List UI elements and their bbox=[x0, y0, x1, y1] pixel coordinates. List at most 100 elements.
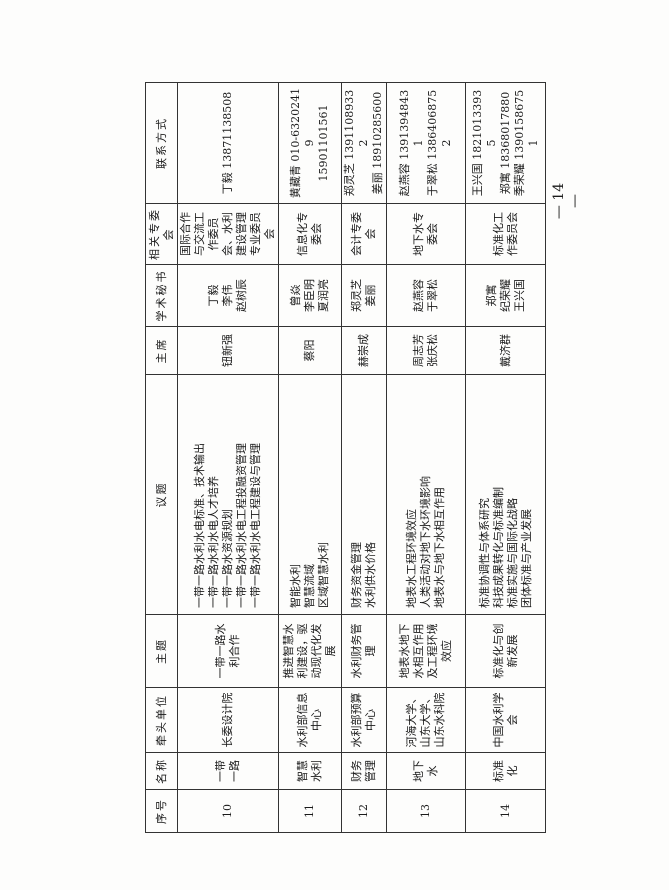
cell-secretary: 郑灵芝 姜丽 bbox=[341, 264, 387, 327]
cell-topics-line: 地表水工程环境效应 bbox=[405, 509, 418, 608]
cell-secretary-line: 曾焱 bbox=[289, 284, 302, 307]
cell-lead: 水利部信息中心 bbox=[278, 687, 342, 753]
header-contact: 联系方式 bbox=[145, 82, 178, 204]
cell-lead: 水利部预算中心 bbox=[341, 687, 387, 753]
cell-topics-line: 地表水与地下水相互作用 bbox=[433, 487, 446, 608]
cell-chair-line: 周志芳 bbox=[412, 334, 425, 367]
cell-lead: 中国水利学会 bbox=[465, 687, 546, 753]
cell-secretary-line: 丁毅 bbox=[207, 284, 220, 307]
cell-no: 11 bbox=[278, 789, 342, 833]
cell-topics: 地表水工程环境效应 人类活动对地下水环境影响 地表水与地下水相互作用 bbox=[386, 374, 466, 615]
cell-theme: 水利财务管理 bbox=[341, 614, 387, 688]
cell-no: 10 bbox=[177, 789, 279, 833]
cell-topics-line: 一带一路水利水电标准、技术输出 bbox=[193, 443, 206, 608]
cell-topics: 标准协调性与体系研究 科技成果转化与标准编制 标准实施与国际化战略 团体标准与产业发展 bbox=[465, 374, 546, 615]
cell-lead: 河海大学、山东大学、山东水科院 bbox=[386, 687, 466, 753]
cell-topics-line: 一带一路水利水电工程投融资管理 bbox=[235, 443, 248, 608]
cell-chair: 周志芳 张庆松 bbox=[386, 326, 466, 375]
rotated-table-wrapper: 序号 名称 牵头单位 主题 议题 主席 学术秘书 相关专委会 联系方式 10 一带… bbox=[145, 82, 546, 833]
cell-topics-line: 团体标准与产业发展 bbox=[519, 509, 533, 608]
header-chair: 主席 bbox=[145, 326, 178, 375]
header-name: 名称 bbox=[145, 752, 178, 790]
page-number: — 14 — bbox=[551, 182, 583, 220]
cell-secretary-line: 郑灵芝 bbox=[350, 279, 363, 312]
cell-secretary-line: 于翠松 bbox=[426, 279, 439, 312]
cell-topics-line: 一带一路水资源规划 bbox=[221, 509, 234, 608]
cell-secretary: 曾焱 李臣明 夏润亮 bbox=[278, 264, 342, 327]
cell-topics-line: 财务资金管理 bbox=[350, 542, 363, 608]
cell-topics: 财务资金管理 水利供水价格 bbox=[341, 374, 387, 615]
cell-contact-line: 季荣耀 13901586751 bbox=[512, 89, 540, 197]
cell-secretary: 丁毅 李伟 赵树辰 bbox=[177, 264, 279, 327]
cell-contact-line: 姜丽 18910285600 bbox=[371, 91, 384, 195]
cell-name: 地下水 bbox=[386, 752, 466, 790]
cell-secretary-line: 姜丽 bbox=[364, 284, 377, 307]
cell-committee: 信息化专委会 bbox=[278, 203, 342, 265]
header-secretary: 学术秘书 bbox=[145, 264, 178, 327]
cell-topics: 一带一路水利水电标准、技术输出 一带一路水利水电人才培养 一带一路水资源规划 一带一路… bbox=[177, 374, 279, 615]
table-row: 12 财务管理 水利部预算中心 水利财务管理 财务资金管理 水利供水价格 赫崇成 郑灵芝 姜丽会… bbox=[341, 82, 387, 833]
cell-chair: 钮新强 bbox=[177, 326, 279, 375]
cell-committee: 国际合作与交流工作委员会、水利建设管理专业委员会 bbox=[177, 203, 279, 265]
cell-topics-line: 标准协调性与体系研究 bbox=[477, 498, 491, 608]
cell-chair: 戴济群 bbox=[465, 326, 546, 375]
cell-contact-line: 郑寓 18368017880 bbox=[498, 91, 512, 195]
cell-contact: 赵燕容 13913948431 于翠松 13864068752 bbox=[386, 82, 466, 204]
cell-chair-line: 蔡阳 bbox=[303, 339, 316, 362]
cell-topics-line: 一带一路水利水电人才培养 bbox=[207, 476, 220, 608]
cell-contact-line: 15901101561 bbox=[317, 104, 330, 182]
cell-secretary-line: 郑寓 bbox=[484, 284, 498, 307]
table-row: 10 一带一路 长委设计院 一带一路水利合作 一带一路水利水电标准、技术输出 一带一路水利… bbox=[177, 82, 279, 833]
header-topics: 议题 bbox=[145, 374, 178, 615]
cell-secretary-line: 王兴国 bbox=[512, 279, 526, 312]
header-no: 序号 bbox=[145, 789, 178, 833]
cell-secretary-line: 赵树辰 bbox=[235, 279, 248, 312]
cell-secretary: 郑寓 纪荣耀 王兴国 bbox=[465, 264, 546, 327]
cell-contact-line: 于翠松 13864068752 bbox=[426, 89, 453, 197]
header-theme: 主题 bbox=[145, 614, 178, 688]
cell-topics-line: 水利供水价格 bbox=[364, 542, 377, 608]
cell-contact: 郑灵芝 13911089332 姜丽 18910285600 bbox=[341, 82, 387, 204]
cell-committee: 标准化工作委员会 bbox=[465, 203, 546, 265]
forum-table: 序号 名称 牵头单位 主题 议题 主席 学术秘书 相关专委会 联系方式 10 一带… bbox=[145, 82, 546, 833]
cell-name: 智慧水利 bbox=[278, 752, 342, 790]
cell-committee: 会计专委会 bbox=[341, 203, 387, 265]
cell-secretary-line: 纪荣耀 bbox=[498, 279, 512, 312]
cell-topics-line: 标准实施与国际化战略 bbox=[505, 498, 519, 608]
cell-contact: 丁毅 13871138508 bbox=[177, 82, 279, 204]
cell-chair: 赫崇成 bbox=[341, 326, 387, 375]
cell-secretary-line: 李伟 bbox=[221, 284, 234, 307]
cell-name: 财务管理 bbox=[341, 752, 387, 790]
cell-topics: 智能水利 智慧流域 区域智慧水利 bbox=[278, 374, 342, 615]
cell-theme: 推进智慧水利建设，驱动现代化发展 bbox=[278, 614, 342, 688]
table-row: 13 地下水 河海大学、山东大学、山东水科院 地表水地下水相互作用及工程环境效应 地表水… bbox=[386, 82, 466, 833]
cell-chair: 蔡阳 bbox=[278, 326, 342, 375]
cell-contact-line: 王兴国 18210133935 bbox=[470, 89, 498, 197]
cell-chair-line: 赫崇成 bbox=[357, 334, 370, 367]
cell-committee: 地下水专委会 bbox=[386, 203, 466, 265]
cell-chair-line: 戴济群 bbox=[498, 334, 512, 367]
cell-topics-line: 智慧流域 bbox=[303, 564, 316, 608]
cell-theme: 标准化与创新发展 bbox=[465, 614, 546, 688]
cell-chair-line: 张庆松 bbox=[426, 334, 439, 367]
cell-secretary-line: 赵燕容 bbox=[412, 279, 425, 312]
header-committee: 相关专委会 bbox=[145, 203, 178, 265]
cell-name: 标准化 bbox=[465, 752, 546, 790]
cell-no: 14 bbox=[465, 789, 546, 833]
table-row: 11 智慧水利 水利部信息中心 推进智慧水利建设，驱动现代化发展 智能水利 智慧流域 区域智… bbox=[278, 82, 342, 833]
cell-topics-line: 一带一路水利水电工程建设与管理 bbox=[249, 443, 262, 608]
cell-name: 一带一路 bbox=[177, 752, 279, 790]
cell-lead: 长委设计院 bbox=[177, 687, 279, 753]
cell-theme: 一带一路水利合作 bbox=[177, 614, 279, 688]
cell-contact-line: 赵燕容 13913948431 bbox=[398, 89, 425, 197]
cell-contact: 王兴国 18210133935 郑寓 18368017880 季荣耀 1390158… bbox=[465, 82, 546, 204]
cell-no: 13 bbox=[386, 789, 466, 833]
header-lead: 牵头单位 bbox=[145, 687, 178, 753]
cell-secretary-line: 夏润亮 bbox=[317, 279, 330, 312]
cell-secretary: 赵燕容 于翠松 bbox=[386, 264, 466, 327]
cell-theme: 地表水地下水相互作用及工程环境效应 bbox=[386, 614, 466, 688]
table-row: 14 标准化 中国水利学会 标准化与创新发展 标准协调性与体系研究 科技成果转化与标准编制… bbox=[465, 82, 546, 833]
cell-topics-line: 智能水利 bbox=[289, 564, 302, 608]
cell-topics-line: 区域智慧水利 bbox=[317, 542, 330, 608]
cell-contact-line: 黄藏青 010-63202419 bbox=[289, 87, 316, 199]
